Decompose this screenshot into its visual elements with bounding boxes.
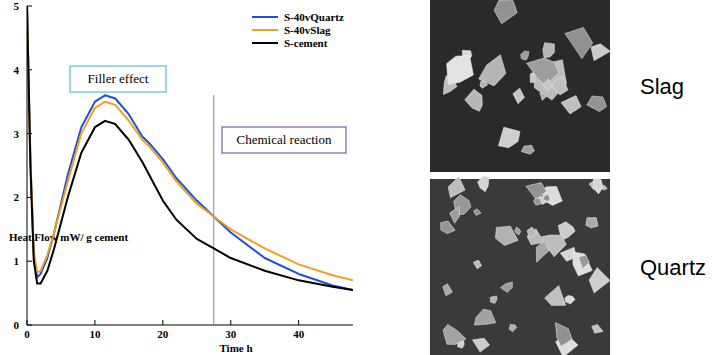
y-tick-label: 1	[14, 255, 20, 267]
particle	[473, 260, 481, 269]
series-line	[27, 6, 353, 290]
particle	[479, 55, 506, 86]
plot-lines	[27, 6, 353, 290]
y-tick-label: 4	[14, 64, 20, 76]
particle	[474, 209, 482, 216]
particle	[513, 88, 525, 104]
particle	[565, 295, 575, 304]
x-axis	[27, 325, 353, 326]
x-tick	[230, 320, 231, 325]
annotation: Filler effect	[88, 71, 149, 86]
particle	[587, 96, 607, 112]
particle	[465, 89, 483, 111]
particle	[589, 268, 610, 293]
image-label: Slag	[640, 74, 684, 99]
particle	[474, 309, 495, 325]
particle	[450, 207, 460, 224]
annotation-box	[222, 127, 346, 153]
particle	[495, 226, 518, 245]
x-tick	[162, 320, 163, 325]
particle	[521, 51, 529, 60]
sem-image	[430, 0, 610, 172]
annotation: Chemical reaction	[237, 132, 332, 147]
particle	[545, 286, 566, 306]
annotation-box	[70, 66, 166, 92]
particle	[552, 76, 568, 95]
x-tick-label: 0	[24, 328, 30, 340]
particle	[498, 127, 520, 148]
x-tick	[27, 320, 28, 325]
particle	[441, 221, 456, 234]
x-tick	[298, 320, 299, 325]
particle	[527, 227, 537, 238]
particle	[586, 218, 598, 228]
particle	[561, 96, 581, 114]
x-tick-label: 20	[157, 328, 169, 340]
particle	[472, 338, 489, 352]
particle	[573, 252, 593, 276]
legend-label: S-40vQuartz	[284, 11, 344, 23]
x-tick-label: 10	[89, 328, 101, 340]
particle	[448, 177, 465, 198]
particle	[543, 79, 553, 91]
reference-line	[213, 95, 214, 325]
particle	[521, 145, 534, 154]
y-tick-label: 0	[14, 319, 20, 331]
y-tick-label: 5	[14, 0, 20, 12]
particle	[591, 44, 610, 61]
x-tick-label: 30	[225, 328, 237, 340]
x-tick-label: 40	[293, 328, 305, 340]
y-tick-label: 3	[14, 128, 20, 140]
legend-label: S-cement	[284, 37, 328, 49]
sem-image	[430, 179, 610, 355]
particle	[592, 324, 603, 333]
image-label: Quartz	[640, 255, 706, 280]
figure: 0 1 2 3 4 5 0 10 20 30 40 Time h Heat Flow mW/ g cem…	[0, 0, 720, 355]
particle	[515, 227, 521, 235]
particle	[494, 0, 517, 24]
x-axis-label: Time h	[219, 342, 252, 354]
particle	[543, 43, 555, 58]
particle	[490, 296, 497, 303]
particle	[443, 284, 453, 296]
particle	[501, 282, 513, 292]
x-tick	[94, 320, 95, 325]
particle	[478, 177, 489, 192]
legend-swatch	[252, 42, 278, 44]
particle	[565, 28, 593, 59]
series-line	[27, 6, 353, 290]
particle	[509, 324, 516, 331]
particle	[447, 56, 474, 85]
legend-label: S-40vSlag	[284, 24, 331, 36]
particle	[526, 183, 547, 200]
particle	[534, 198, 542, 206]
particle	[541, 235, 566, 257]
series-line	[27, 6, 353, 280]
y-tick-label: 2	[14, 191, 20, 203]
legend-swatch	[252, 29, 278, 31]
y-tick	[27, 325, 32, 326]
particle	[555, 323, 572, 347]
particle	[543, 194, 550, 201]
particle	[579, 255, 590, 269]
particle	[443, 324, 466, 344]
legend-swatch	[252, 16, 278, 18]
y-axis-label: Heat Flow mW/ g cement	[9, 231, 128, 243]
y-tick	[27, 261, 32, 262]
particle	[593, 179, 603, 194]
